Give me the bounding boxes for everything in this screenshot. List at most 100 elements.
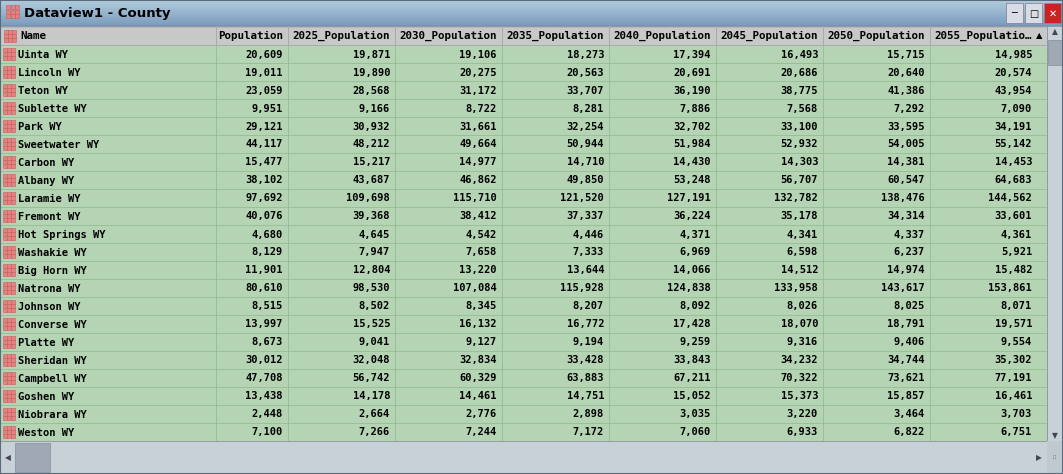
Bar <box>11 290 15 293</box>
Bar <box>3 372 6 375</box>
Bar <box>3 286 6 290</box>
Text: 34,314: 34,314 <box>888 211 925 221</box>
Text: 4,337: 4,337 <box>894 229 925 239</box>
Bar <box>4 30 7 34</box>
Text: 49,664: 49,664 <box>459 139 497 149</box>
Bar <box>7 354 11 357</box>
Bar <box>7 362 11 365</box>
Bar <box>3 146 6 149</box>
Bar <box>0 4 1063 5</box>
Text: ▶: ▶ <box>1036 453 1042 462</box>
Text: 8,515: 8,515 <box>252 301 283 311</box>
Text: Big Horn WY: Big Horn WY <box>18 265 87 275</box>
Bar <box>3 174 6 177</box>
Bar <box>11 434 15 438</box>
Bar <box>3 290 6 293</box>
Text: 33,601: 33,601 <box>995 211 1032 221</box>
Bar <box>7 254 11 257</box>
Bar <box>3 214 6 218</box>
Bar <box>11 246 15 249</box>
Bar <box>0 13 1063 14</box>
Text: 2040_Population: 2040_Population <box>613 31 711 41</box>
Bar <box>7 120 11 124</box>
Text: 48,212: 48,212 <box>353 139 390 149</box>
Text: Name: Name <box>20 31 46 41</box>
Bar <box>0 10 1063 11</box>
Text: 98,530: 98,530 <box>353 283 390 293</box>
Bar <box>3 88 6 91</box>
Text: 51,984: 51,984 <box>674 139 711 149</box>
Text: 41,386: 41,386 <box>888 85 925 95</box>
Bar <box>7 92 11 95</box>
Text: 20,691: 20,691 <box>674 67 711 78</box>
Bar <box>11 92 15 95</box>
Text: 77,191: 77,191 <box>995 374 1032 383</box>
Text: 80,610: 80,610 <box>246 283 283 293</box>
Bar <box>11 56 15 60</box>
Text: 7,090: 7,090 <box>1000 103 1032 113</box>
Text: 36,224: 36,224 <box>674 211 711 221</box>
Bar <box>3 426 6 429</box>
Bar <box>3 322 6 326</box>
Bar <box>0 3 1063 4</box>
Bar <box>11 9 15 13</box>
Text: 107,084: 107,084 <box>453 283 497 293</box>
Bar <box>3 52 6 55</box>
Bar <box>7 128 11 131</box>
Bar <box>0 171 1047 189</box>
Text: Population: Population <box>218 31 283 41</box>
Bar <box>11 5 15 9</box>
Text: 2,448: 2,448 <box>252 410 283 419</box>
Bar <box>7 380 11 383</box>
Bar <box>7 56 11 60</box>
Text: 4,446: 4,446 <box>573 229 604 239</box>
Bar <box>7 344 11 347</box>
Bar <box>0 6 1063 7</box>
Text: 124,838: 124,838 <box>668 283 711 293</box>
Text: 121,520: 121,520 <box>560 193 604 203</box>
Text: 7,333: 7,333 <box>573 247 604 257</box>
Bar <box>3 110 6 113</box>
Bar <box>1006 3 1023 23</box>
Text: 15,482: 15,482 <box>995 265 1032 275</box>
Text: 38,102: 38,102 <box>246 175 283 185</box>
Bar <box>7 84 11 88</box>
Text: Teton WY: Teton WY <box>18 85 68 95</box>
Text: 13,997: 13,997 <box>246 319 283 329</box>
Bar <box>0 23 1063 24</box>
Bar <box>3 254 6 257</box>
Bar <box>11 164 15 167</box>
Bar <box>11 214 15 218</box>
Bar <box>3 92 6 95</box>
Bar <box>3 300 6 303</box>
Text: 15,373: 15,373 <box>780 392 819 401</box>
Text: 9,194: 9,194 <box>573 337 604 347</box>
Bar <box>11 210 15 213</box>
Bar <box>11 142 15 146</box>
Text: 109,698: 109,698 <box>347 193 390 203</box>
Text: 14,453: 14,453 <box>995 157 1032 167</box>
Bar <box>3 326 6 329</box>
Text: 30,932: 30,932 <box>353 121 390 131</box>
Bar <box>11 178 15 182</box>
Text: Fremont WY: Fremont WY <box>18 211 81 221</box>
Text: 2025_Population: 2025_Population <box>292 31 390 41</box>
Bar <box>3 250 6 254</box>
Bar <box>11 48 15 52</box>
Bar <box>7 282 11 285</box>
Text: 20,609: 20,609 <box>246 49 283 60</box>
Bar <box>7 236 11 239</box>
Bar <box>11 200 15 203</box>
Bar <box>11 196 15 200</box>
Bar <box>3 304 6 308</box>
Text: 5,921: 5,921 <box>1000 247 1032 257</box>
Text: 33,707: 33,707 <box>567 85 604 95</box>
Text: 14,985: 14,985 <box>995 49 1032 60</box>
Bar <box>7 268 11 272</box>
Bar <box>11 66 15 70</box>
Bar <box>11 70 15 73</box>
Bar <box>0 387 1047 405</box>
Bar <box>3 376 6 380</box>
Text: 34,232: 34,232 <box>780 356 819 365</box>
Bar <box>11 268 15 272</box>
